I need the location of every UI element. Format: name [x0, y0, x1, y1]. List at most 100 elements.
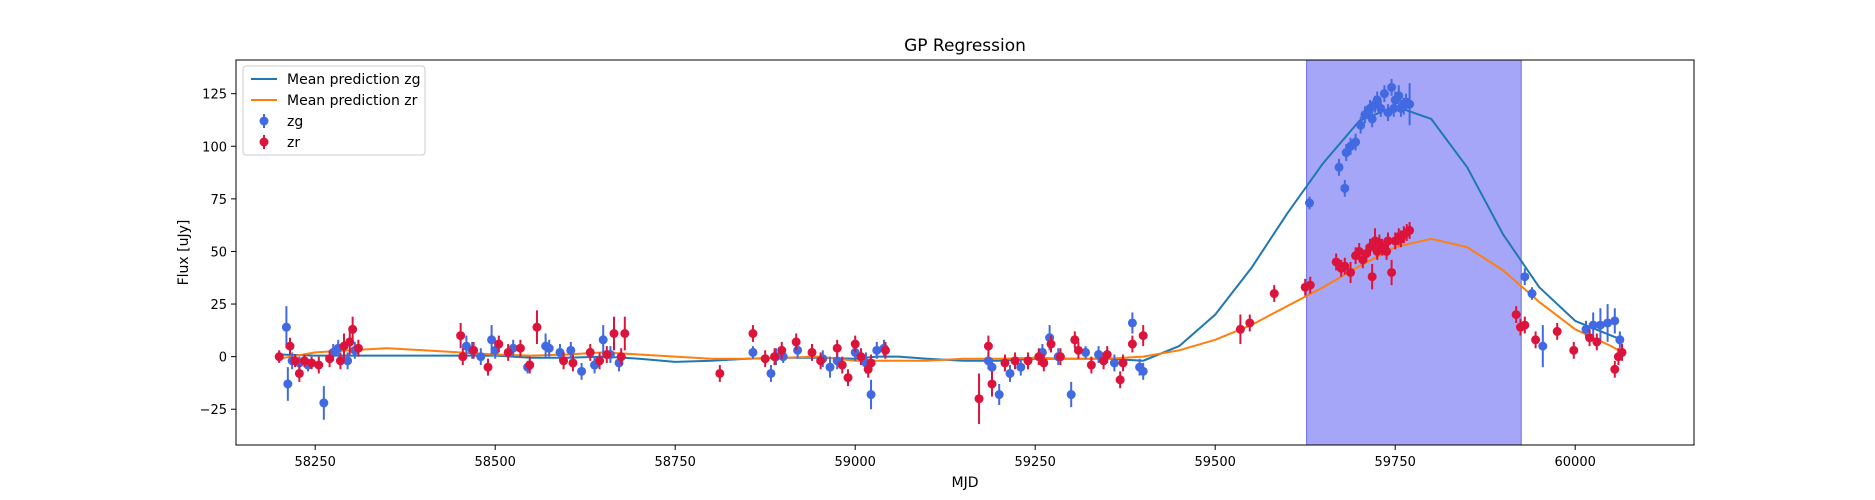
data-point-zr	[585, 347, 595, 357]
data-point-zr	[1039, 358, 1049, 368]
data-point-zr	[325, 354, 335, 364]
data-point-zr	[1245, 318, 1255, 328]
data-point-zg	[1341, 148, 1351, 158]
data-point-zg	[1016, 362, 1026, 372]
data-point-zr	[483, 362, 493, 372]
y-tick-label: 25	[210, 298, 227, 313]
data-point-zr	[314, 360, 324, 370]
data-point-zg	[748, 347, 758, 357]
data-point-zr	[983, 341, 993, 351]
data-point-zg	[1005, 368, 1015, 378]
data-point-zr	[1592, 337, 1602, 347]
data-point-zg	[1527, 289, 1537, 299]
legend-swatch-zr-marker	[259, 137, 269, 147]
data-points	[274, 78, 1627, 424]
data-point-zr	[503, 347, 513, 357]
data-point-zr	[1354, 246, 1364, 256]
data-point-zg	[872, 345, 882, 355]
plot-frame	[235, 59, 1695, 446]
data-point-zg	[1372, 95, 1382, 105]
legend: Mean prediction zg Mean prediction zr zg…	[242, 65, 426, 156]
data-point-zg	[994, 390, 1004, 400]
data-point-zr	[1305, 280, 1315, 290]
data-point-zg	[319, 398, 329, 408]
data-point-zr	[1010, 356, 1020, 366]
data-point-zg	[555, 347, 565, 357]
x-tick-label: 59500	[1195, 455, 1236, 470]
data-point-zr	[1520, 320, 1530, 330]
y-tick-label: 50	[210, 245, 227, 260]
data-point-zg	[566, 345, 576, 355]
data-point-zg	[1615, 335, 1625, 345]
data-point-zr	[616, 352, 626, 362]
x-tick-label: 58250	[295, 455, 336, 470]
x-axis-label: MJD	[952, 475, 979, 491]
data-point-zr	[715, 368, 725, 378]
data-point-zg	[1367, 114, 1377, 124]
data-point-zr	[307, 358, 317, 368]
data-point-zg	[1581, 324, 1591, 334]
y-tick-label: −25	[200, 403, 227, 418]
data-point-zg	[1520, 272, 1530, 282]
y-tick-label: 0	[219, 351, 227, 366]
data-point-zr	[1367, 272, 1377, 282]
data-point-zr	[1610, 364, 1620, 374]
data-point-zr	[880, 345, 890, 355]
data-point-zr	[1365, 242, 1375, 252]
data-point-zr	[1118, 358, 1128, 368]
y-tick-label: 75	[210, 193, 227, 208]
data-point-zg	[1356, 120, 1366, 130]
data-point-zr	[1000, 358, 1010, 368]
data-point-zg	[1603, 318, 1613, 328]
data-point-zg	[577, 366, 587, 376]
data-point-zr	[1086, 360, 1096, 370]
data-point-zr	[1070, 335, 1080, 345]
data-point-zr	[568, 358, 578, 368]
data-point-zg	[793, 345, 803, 355]
legend-swatch-zg-marker	[259, 116, 269, 126]
chart-title: GP Regression	[904, 36, 1026, 56]
data-point-zg	[1588, 320, 1598, 330]
data-point-zg	[476, 352, 486, 362]
data-point-zr	[1569, 345, 1579, 355]
data-point-zr	[1102, 350, 1112, 360]
data-point-zg	[1405, 99, 1415, 109]
legend-label-zg-line: Mean prediction zg	[287, 72, 421, 88]
data-point-zg	[1081, 347, 1091, 357]
x-tick-label: 58750	[655, 455, 696, 470]
data-point-zr	[609, 328, 619, 338]
data-point-zr	[791, 337, 801, 347]
data-point-zr	[620, 328, 630, 338]
data-point-zr	[1073, 345, 1083, 355]
data-point-zg	[487, 335, 497, 345]
data-point-zr	[866, 358, 876, 368]
data-point-zr	[843, 373, 853, 383]
data-point-zr	[1023, 356, 1033, 366]
x-tick-label: 59250	[1015, 455, 1056, 470]
data-point-zr	[837, 360, 847, 370]
data-point-zg	[1360, 110, 1370, 120]
data-point-zg	[866, 390, 876, 400]
data-point-zg	[1094, 350, 1104, 360]
data-point-zr	[294, 368, 304, 378]
data-point-zr	[458, 352, 468, 362]
x-tick-label: 59000	[835, 455, 876, 470]
data-point-zr	[348, 324, 358, 334]
data-point-zg	[1610, 316, 1620, 326]
data-point-zr	[1340, 261, 1350, 271]
data-point-zg	[1387, 82, 1397, 92]
data-point-zr	[335, 356, 345, 366]
data-point-zg	[1138, 366, 1148, 376]
data-point-zr	[1511, 310, 1521, 320]
data-point-zr	[353, 343, 363, 353]
data-point-zr	[274, 352, 284, 362]
data-point-zg	[825, 362, 835, 372]
data-point-zr	[770, 352, 780, 362]
data-point-zr	[1034, 352, 1044, 362]
data-point-zg	[766, 368, 776, 378]
data-point-zg	[1334, 162, 1344, 172]
data-point-zr	[807, 347, 817, 357]
data-point-zg	[1351, 137, 1361, 147]
x-axis-ticks: 58250 58500 58750 59000 59250 59500 59750 60000	[295, 445, 1596, 470]
